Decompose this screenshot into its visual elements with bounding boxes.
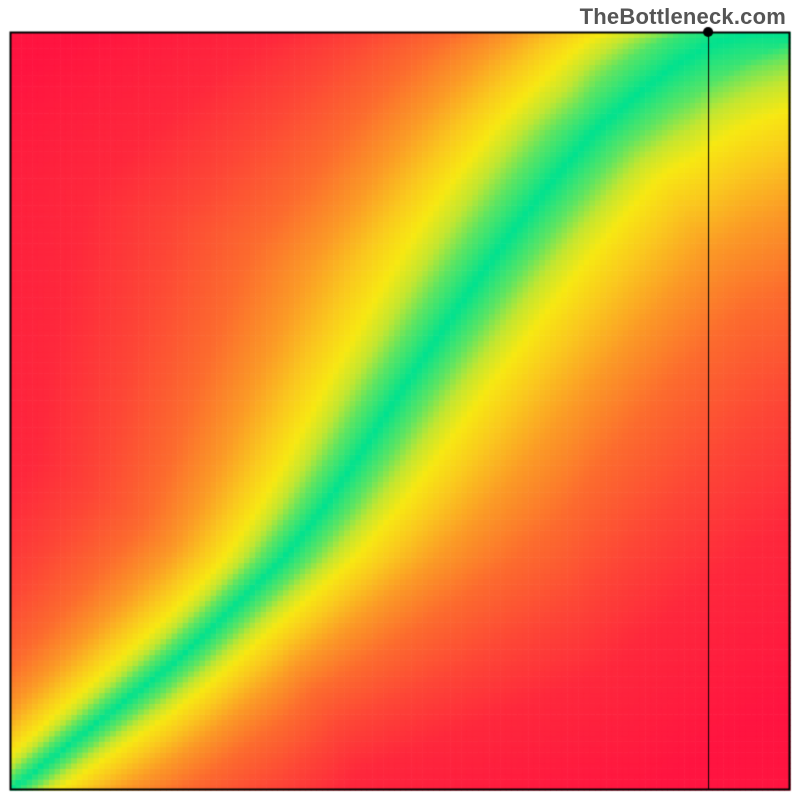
watermark-text: TheBottleneck.com bbox=[580, 4, 786, 30]
bottleneck-heatmap bbox=[0, 0, 800, 800]
